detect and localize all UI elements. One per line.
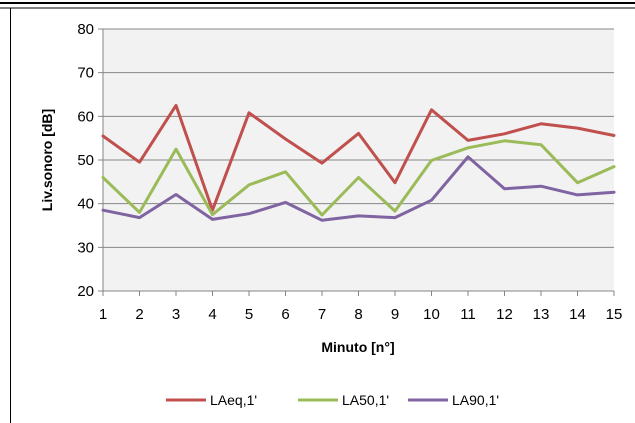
legend-label-2: LA50,1' xyxy=(342,392,389,408)
y-tick-label: 30 xyxy=(77,239,94,256)
series-lines xyxy=(101,103,616,222)
series-line-3 xyxy=(101,155,616,222)
x-tick-label: 4 xyxy=(208,306,216,323)
y-tick-label: 80 xyxy=(77,21,94,38)
legend: LAeq,1' LA50,1' LA90,1' xyxy=(166,392,499,408)
x-tick-labels: 1 2 3 4 5 6 7 8 9 10 11 12 13 14 15 xyxy=(99,291,623,323)
gridlines xyxy=(103,28,614,248)
x-axis-title: Minuto [n°] xyxy=(321,339,394,355)
x-tick-label: 5 xyxy=(245,306,253,323)
x-tick-label: 8 xyxy=(354,306,362,323)
y-tick-label: 60 xyxy=(77,108,94,125)
y-tick-label: 40 xyxy=(77,196,94,213)
y-tick-label: 70 xyxy=(77,65,94,82)
y-tick-label: 20 xyxy=(77,283,94,300)
x-tick-label: 12 xyxy=(496,306,513,323)
y-tick-label: 50 xyxy=(77,152,94,169)
x-tick-label: 9 xyxy=(391,306,399,323)
axes xyxy=(102,29,614,292)
legend-label-1: LAeq,1' xyxy=(210,392,257,408)
y-tick-labels: 20 30 40 50 60 70 80 xyxy=(77,21,103,300)
x-tick-label: 15 xyxy=(606,306,623,323)
series-line-1 xyxy=(101,103,616,212)
x-tick-label: 1 xyxy=(99,306,107,323)
series-line-2 xyxy=(101,139,616,217)
x-tick-label: 10 xyxy=(423,306,440,323)
legend-label-3: LA90,1' xyxy=(452,392,499,408)
x-tick-label: 6 xyxy=(281,306,289,323)
x-tick-label: 7 xyxy=(318,306,326,323)
x-tick-label: 14 xyxy=(569,306,586,323)
x-tick-label: 3 xyxy=(172,306,180,323)
x-tick-label: 13 xyxy=(533,306,550,323)
y-axis-title: Liv.sonoro [dB] xyxy=(39,109,55,211)
x-tick-label: 11 xyxy=(460,306,476,323)
x-tick-label: 2 xyxy=(135,306,143,323)
